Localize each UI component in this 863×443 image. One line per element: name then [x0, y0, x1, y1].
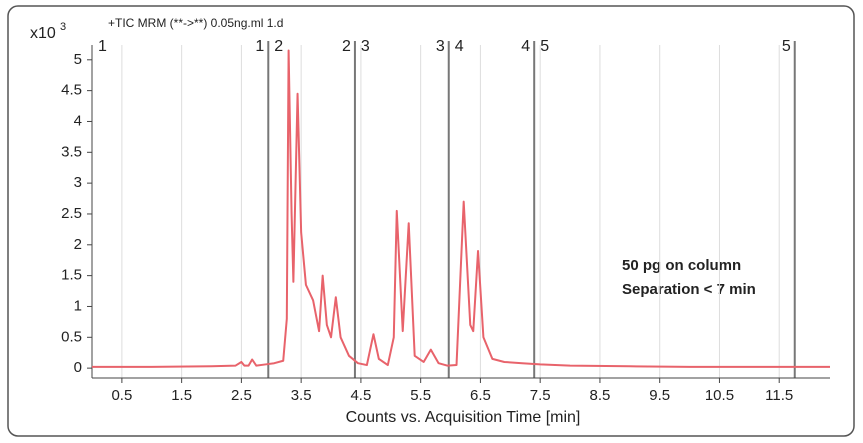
segment-label: 3 [436, 38, 445, 55]
x-tick-label: 0.5 [111, 387, 132, 404]
y-exponent: 3 [60, 21, 66, 33]
x-tick-label: 1.5 [171, 387, 192, 404]
chart-title: +TIC MRM (**->**) 0.05ng.ml 1.d [108, 16, 283, 30]
y-tick-label: 0 [74, 359, 82, 376]
y-tick-label: 2.5 [61, 205, 82, 222]
x-tick-label: 10.5 [705, 387, 734, 404]
x-tick-label: 5.5 [410, 387, 431, 404]
y-tick-label: 4.5 [61, 82, 82, 99]
segment-label: 5 [540, 38, 549, 55]
x-axis-label: Counts vs. Acquisition Time [min] [346, 409, 581, 426]
segment-label: 1 [255, 38, 264, 55]
segment-label: 4 [455, 38, 464, 55]
x-tick-label: 9.5 [649, 387, 670, 404]
y-tick-label: 5 [74, 51, 82, 68]
x-tick-label: 2.5 [231, 387, 252, 404]
x-tick-label: 7.5 [530, 387, 551, 404]
segment-label: 2 [274, 38, 283, 55]
y-multiplier: x10 [30, 25, 56, 42]
y-tick-label: 1.5 [61, 267, 82, 284]
annotation: Separation < 7 min [622, 281, 756, 298]
segment-label: 3 [361, 38, 370, 55]
x-tick-label: 8.5 [590, 387, 611, 404]
segment-label: 5 [782, 38, 791, 55]
x-tick-label: 6.5 [470, 387, 491, 404]
series-line [92, 49, 830, 368]
y-tick-label: 4 [74, 112, 82, 129]
annotation: 50 pg on column [622, 257, 741, 274]
segment-label: 4 [521, 38, 530, 55]
x-tick-label: 4.5 [350, 387, 371, 404]
y-tick-label: 1 [74, 297, 82, 314]
frame [7, 5, 855, 437]
segment-label: 2 [342, 38, 351, 55]
y-tick-label: 0.5 [61, 328, 82, 345]
segment-label: 1 [98, 38, 107, 55]
x-tick-label: 3.5 [291, 387, 312, 404]
x-tick-label: 11.5 [765, 387, 793, 404]
y-tick-label: 2 [74, 236, 82, 253]
y-tick-label: 3.5 [61, 143, 82, 160]
y-tick-label: 3 [74, 174, 82, 191]
